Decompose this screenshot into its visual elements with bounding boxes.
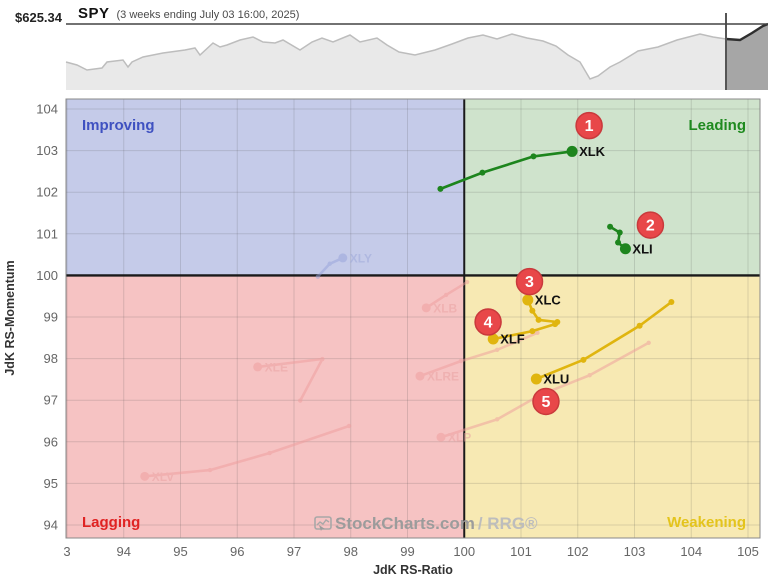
y-tick-98: 98: [44, 351, 58, 366]
trail-xle: XLE: [253, 356, 325, 403]
label-xlp: XLP: [448, 431, 471, 445]
quadrant-label-weakening: Weakening: [667, 514, 746, 531]
spy-area-fill: [66, 24, 768, 90]
trail-xlu: XLU: [530, 299, 675, 386]
label-xly: XLY: [350, 251, 372, 265]
gridlines: [66, 99, 760, 538]
label-xlre: XLRE: [427, 370, 459, 384]
trail-xlk: XLK: [437, 144, 606, 192]
plot-frame: [65, 98, 761, 539]
trail-xly: XLY: [315, 251, 372, 279]
badge-number-4: 4: [484, 314, 493, 331]
badge-2: 2: [636, 211, 665, 239]
marker-xlu: [530, 373, 542, 385]
spy-symbol: SPY: [78, 5, 110, 22]
x-tick-102: 102: [567, 544, 589, 559]
spy-area-line: [65, 23, 768, 80]
x-tick-96: 96: [230, 544, 244, 559]
spy-sparkline-chart: [65, 13, 768, 90]
badge-4: 4: [474, 308, 502, 336]
marker-xly: [338, 253, 348, 263]
x-tick-94: 94: [117, 544, 131, 559]
quadrant-label-leading: Leading: [688, 117, 746, 134]
y-tick-95: 95: [44, 476, 58, 491]
label-xlk: XLK: [579, 144, 606, 159]
trail-xli: XLI: [607, 223, 653, 256]
x-tick-3: 3: [63, 544, 70, 559]
label-xlv: XLV: [152, 470, 174, 484]
x-tick-97: 97: [287, 544, 301, 559]
quadrant-improving: [66, 99, 465, 276]
quadrant-leading: [464, 99, 760, 276]
badge-number-5: 5: [542, 394, 551, 411]
label-xlc: XLC: [535, 292, 562, 307]
x-axis-title: JdK RS-Ratio: [373, 563, 453, 577]
label-xli: XLI: [632, 241, 652, 256]
badge-5: 5: [532, 387, 560, 416]
spy-highlight-line: [725, 22, 768, 42]
y-tick-96: 96: [44, 434, 58, 449]
marker-xlre: [415, 371, 425, 381]
x-tick-104: 104: [680, 544, 702, 559]
badge-number-2: 2: [646, 218, 655, 235]
trail-line-xlc: [526, 298, 559, 324]
trail-line-xlk: [439, 150, 574, 191]
label-xlu: XLU: [543, 371, 569, 386]
trail-xlf: XLF: [487, 321, 559, 347]
x-tick-100: 100: [453, 544, 475, 559]
x-tick-103: 103: [624, 544, 646, 559]
marker-xli: [619, 243, 631, 255]
x-tick-99: 99: [400, 544, 414, 559]
y-tick-102: 102: [36, 185, 58, 200]
quadrant-lagging: [66, 275, 465, 538]
x-axis-ticks: 3 94 95 96 97 98 99 100 101 102 103 104 105: [63, 544, 758, 559]
label-xlb: XLB: [433, 301, 457, 315]
y-tick-94: 94: [44, 518, 58, 533]
marker-xlp: [436, 432, 446, 442]
marker-xlk: [566, 145, 578, 157]
marker-xlf: [487, 333, 499, 345]
spy-header: SPY (3 weeks ending July 03 16:00, 2025): [78, 5, 299, 22]
spy-price-label: $625.34: [15, 10, 62, 25]
marker-xle: [253, 362, 263, 372]
y-tick-103: 103: [36, 143, 58, 158]
quadrant-label-lagging: Lagging: [82, 514, 140, 531]
marker-xlv: [140, 471, 150, 481]
x-tick-95: 95: [173, 544, 187, 559]
trail-xlb: XLB: [421, 279, 470, 315]
badge-number-3: 3: [525, 274, 534, 291]
x-tick-98: 98: [344, 544, 358, 559]
trail-xlc: XLC: [522, 292, 561, 325]
y-tick-104: 104: [36, 102, 58, 117]
label-xle: XLE: [265, 360, 288, 374]
x-tick-105: 105: [737, 544, 759, 559]
y-axis-title: JdK RS-Momentum: [3, 260, 17, 375]
trail-line-xlu: [535, 300, 673, 381]
x-tick-101: 101: [510, 544, 532, 559]
trail-line-xlv: [143, 424, 351, 478]
badge-1: 1: [575, 111, 603, 140]
y-tick-97: 97: [44, 393, 58, 408]
marker-xlc: [522, 294, 534, 306]
spy-period-subtitle: (3 weeks ending July 03 16:00, 2025): [116, 9, 300, 21]
trail-xlv: XLV: [140, 423, 352, 484]
y-tick-99: 99: [44, 310, 58, 325]
y-axis-ticks: 104 103 102 101 100 99 98 97 96 95 94: [36, 102, 58, 533]
trail-xlre: XLRE: [415, 330, 540, 384]
marker-xlb: [421, 303, 431, 313]
trail-line-xlre: [418, 331, 539, 378]
y-tick-101: 101: [36, 226, 58, 241]
label-xlf: XLF: [500, 332, 525, 347]
badge-3: 3: [515, 267, 544, 296]
badge-number-1: 1: [585, 118, 594, 135]
y-tick-100: 100: [36, 268, 58, 283]
quadrant-weakening: [464, 275, 760, 538]
quadrant-label-improving: Improving: [82, 117, 155, 134]
